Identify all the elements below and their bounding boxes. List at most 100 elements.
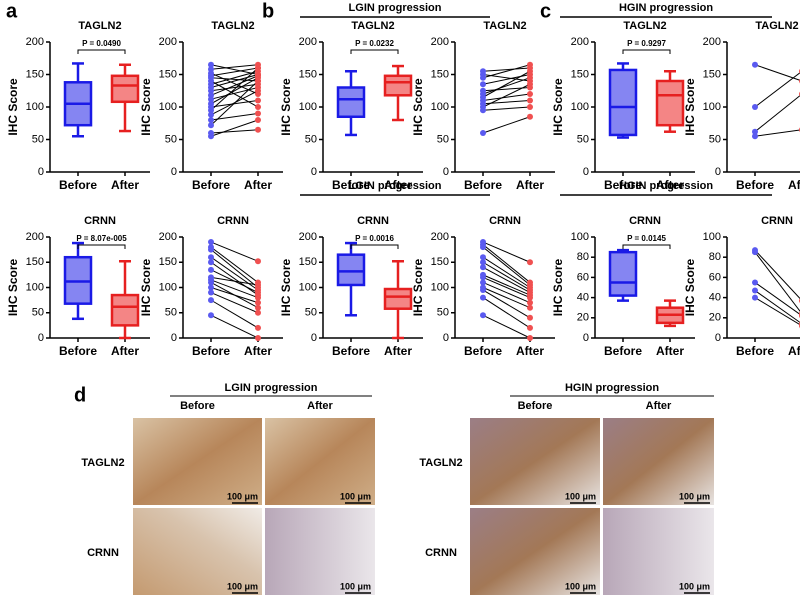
y-axis-label: IHC Score <box>139 78 153 136</box>
x-tick-label: Before <box>192 178 230 192</box>
y-axis-label: IHC Score <box>551 78 565 136</box>
box <box>608 68 638 137</box>
pair-line <box>482 106 531 111</box>
chart-title: TAGLN2 <box>623 20 666 32</box>
y-tick-label: 100 <box>703 231 721 243</box>
point <box>480 74 486 81</box>
chart-title: TAGLN2 <box>78 20 121 32</box>
y-tick-label: 100 <box>431 281 449 293</box>
y-tick-label: 100 <box>431 101 449 113</box>
pair-line <box>482 93 531 101</box>
chart-title: TAGLN2 <box>755 20 798 32</box>
y-tick-label: 0 <box>443 332 449 344</box>
point <box>255 299 261 306</box>
y-tick-label: 100 <box>571 231 589 243</box>
point <box>208 246 214 253</box>
pair-line <box>210 67 259 77</box>
point <box>527 294 533 301</box>
point <box>255 65 261 71</box>
y-tick-label: 50 <box>437 307 449 319</box>
point <box>527 304 533 311</box>
x-tick-label: Before <box>604 344 642 358</box>
point <box>527 61 533 68</box>
box <box>383 74 413 97</box>
panel-label: a <box>6 0 18 22</box>
y-tick-label: 200 <box>159 36 177 48</box>
scale-bar-label: 100 μm <box>679 581 710 591</box>
x-tick-label: Before <box>332 344 370 358</box>
point <box>480 254 486 261</box>
pair-line <box>482 281 531 304</box>
x-tick-label: Before <box>59 178 97 192</box>
pair-line <box>210 87 259 100</box>
x-tick-label: After <box>111 344 139 358</box>
point <box>480 287 486 294</box>
point <box>752 133 758 140</box>
pair-line <box>210 64 259 70</box>
point <box>527 259 533 266</box>
point <box>752 128 758 135</box>
pair-line <box>210 64 259 75</box>
y-tick-label: 50 <box>709 133 721 145</box>
point <box>527 68 533 75</box>
panel-label: b <box>262 0 274 22</box>
y-tick-label: 50 <box>165 133 177 145</box>
x-tick-label: Before <box>192 344 230 358</box>
y-tick-label: 60 <box>577 271 589 283</box>
point <box>480 274 486 281</box>
y-tick-label: 100 <box>159 281 177 293</box>
point <box>208 96 214 103</box>
scale-bar-label: 100 μm <box>565 581 596 591</box>
pair-line <box>754 72 800 108</box>
y-tick-label: 0 <box>171 166 177 178</box>
y-tick-label: 200 <box>159 231 177 243</box>
p-value: P = 0.0232 <box>355 39 394 48</box>
pair-line <box>210 261 259 296</box>
pair-line <box>210 77 259 82</box>
point <box>208 133 214 140</box>
significance-bracket <box>77 244 126 249</box>
scale-bar-label: 100 μm <box>340 581 371 591</box>
pair-line <box>482 67 531 72</box>
x-tick-label: After <box>244 178 272 192</box>
group-heading: HGIN progression <box>619 180 713 192</box>
y-tick-label: 100 <box>299 101 317 113</box>
point <box>208 117 214 123</box>
y-tick-label: 40 <box>709 292 721 304</box>
x-tick-label: Before <box>464 178 502 192</box>
pair-line <box>754 282 800 315</box>
group-heading: LGIN progression <box>349 180 442 192</box>
pair-line <box>210 83 259 92</box>
pair-line <box>482 64 531 79</box>
column-label: After <box>646 400 672 412</box>
point <box>480 312 486 319</box>
y-tick-label: 0 <box>171 332 177 344</box>
x-tick-label: After <box>384 344 412 358</box>
y-tick-label: 20 <box>577 312 589 324</box>
pair-line <box>210 292 259 314</box>
y-tick-label: 40 <box>577 292 589 304</box>
pair-line <box>210 72 259 95</box>
histology-image <box>470 508 600 595</box>
y-axis-label: IHC Score <box>279 259 293 317</box>
pair-line <box>754 249 800 300</box>
y-tick-label: 200 <box>299 231 317 243</box>
pair-line <box>210 241 259 262</box>
pair-line <box>210 77 259 105</box>
point <box>255 281 261 288</box>
significance-bracket <box>350 49 399 54</box>
point <box>527 91 533 97</box>
row-label: TAGLN2 <box>419 457 462 469</box>
y-tick-label: 200 <box>431 36 449 48</box>
point <box>255 117 261 123</box>
chart-title: CRNN <box>629 215 661 227</box>
point <box>480 130 486 136</box>
chart-title: TAGLN2 <box>483 20 526 32</box>
point <box>255 110 261 117</box>
scale-bar-label: 100 μm <box>565 491 596 501</box>
pair-line <box>482 287 531 309</box>
x-tick-label: After <box>656 344 684 358</box>
pair-line <box>210 70 259 85</box>
